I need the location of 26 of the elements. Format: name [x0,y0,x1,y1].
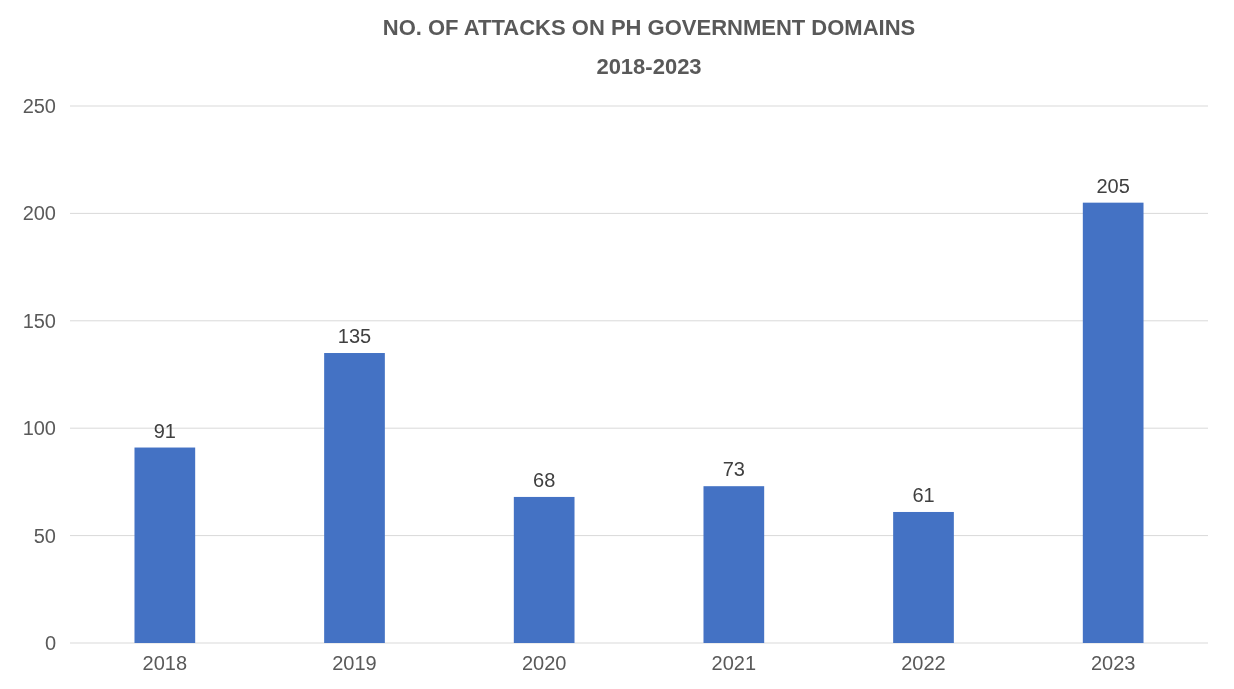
y-tick-label: 200 [22,202,56,225]
chart-title: NO. OF ATTACKS ON PH GOVERNMENT DOMAINS [382,15,916,40]
bar [513,496,575,643]
y-tick-label: 100 [22,417,56,440]
x-tick-label: 2022 [901,652,946,674]
data-label: 91 [153,419,176,442]
bar [703,486,765,643]
bar [324,353,385,643]
data-label: 73 [722,458,745,481]
data-label: 61 [912,483,935,506]
bar [134,447,196,643]
data-label: 68 [533,468,556,491]
data-label: 205 [1096,174,1130,197]
x-tick-label: 2018 [142,652,188,674]
data-label: 135 [337,325,372,348]
x-tick-label: 2021 [711,652,757,674]
y-tick-label: 250 [22,95,56,117]
bar [1082,202,1144,643]
y-tick-label: 0 [44,632,56,654]
y-tick-label: 150 [22,309,56,332]
x-tick-label: 2019 [332,652,377,674]
x-tick-label: 2020 [521,652,567,674]
x-tick-label: 2023 [1090,652,1136,674]
y-tick-label: 50 [33,524,56,547]
chart-subtitle: 2018-2023 [596,54,702,79]
bar [893,511,954,643]
